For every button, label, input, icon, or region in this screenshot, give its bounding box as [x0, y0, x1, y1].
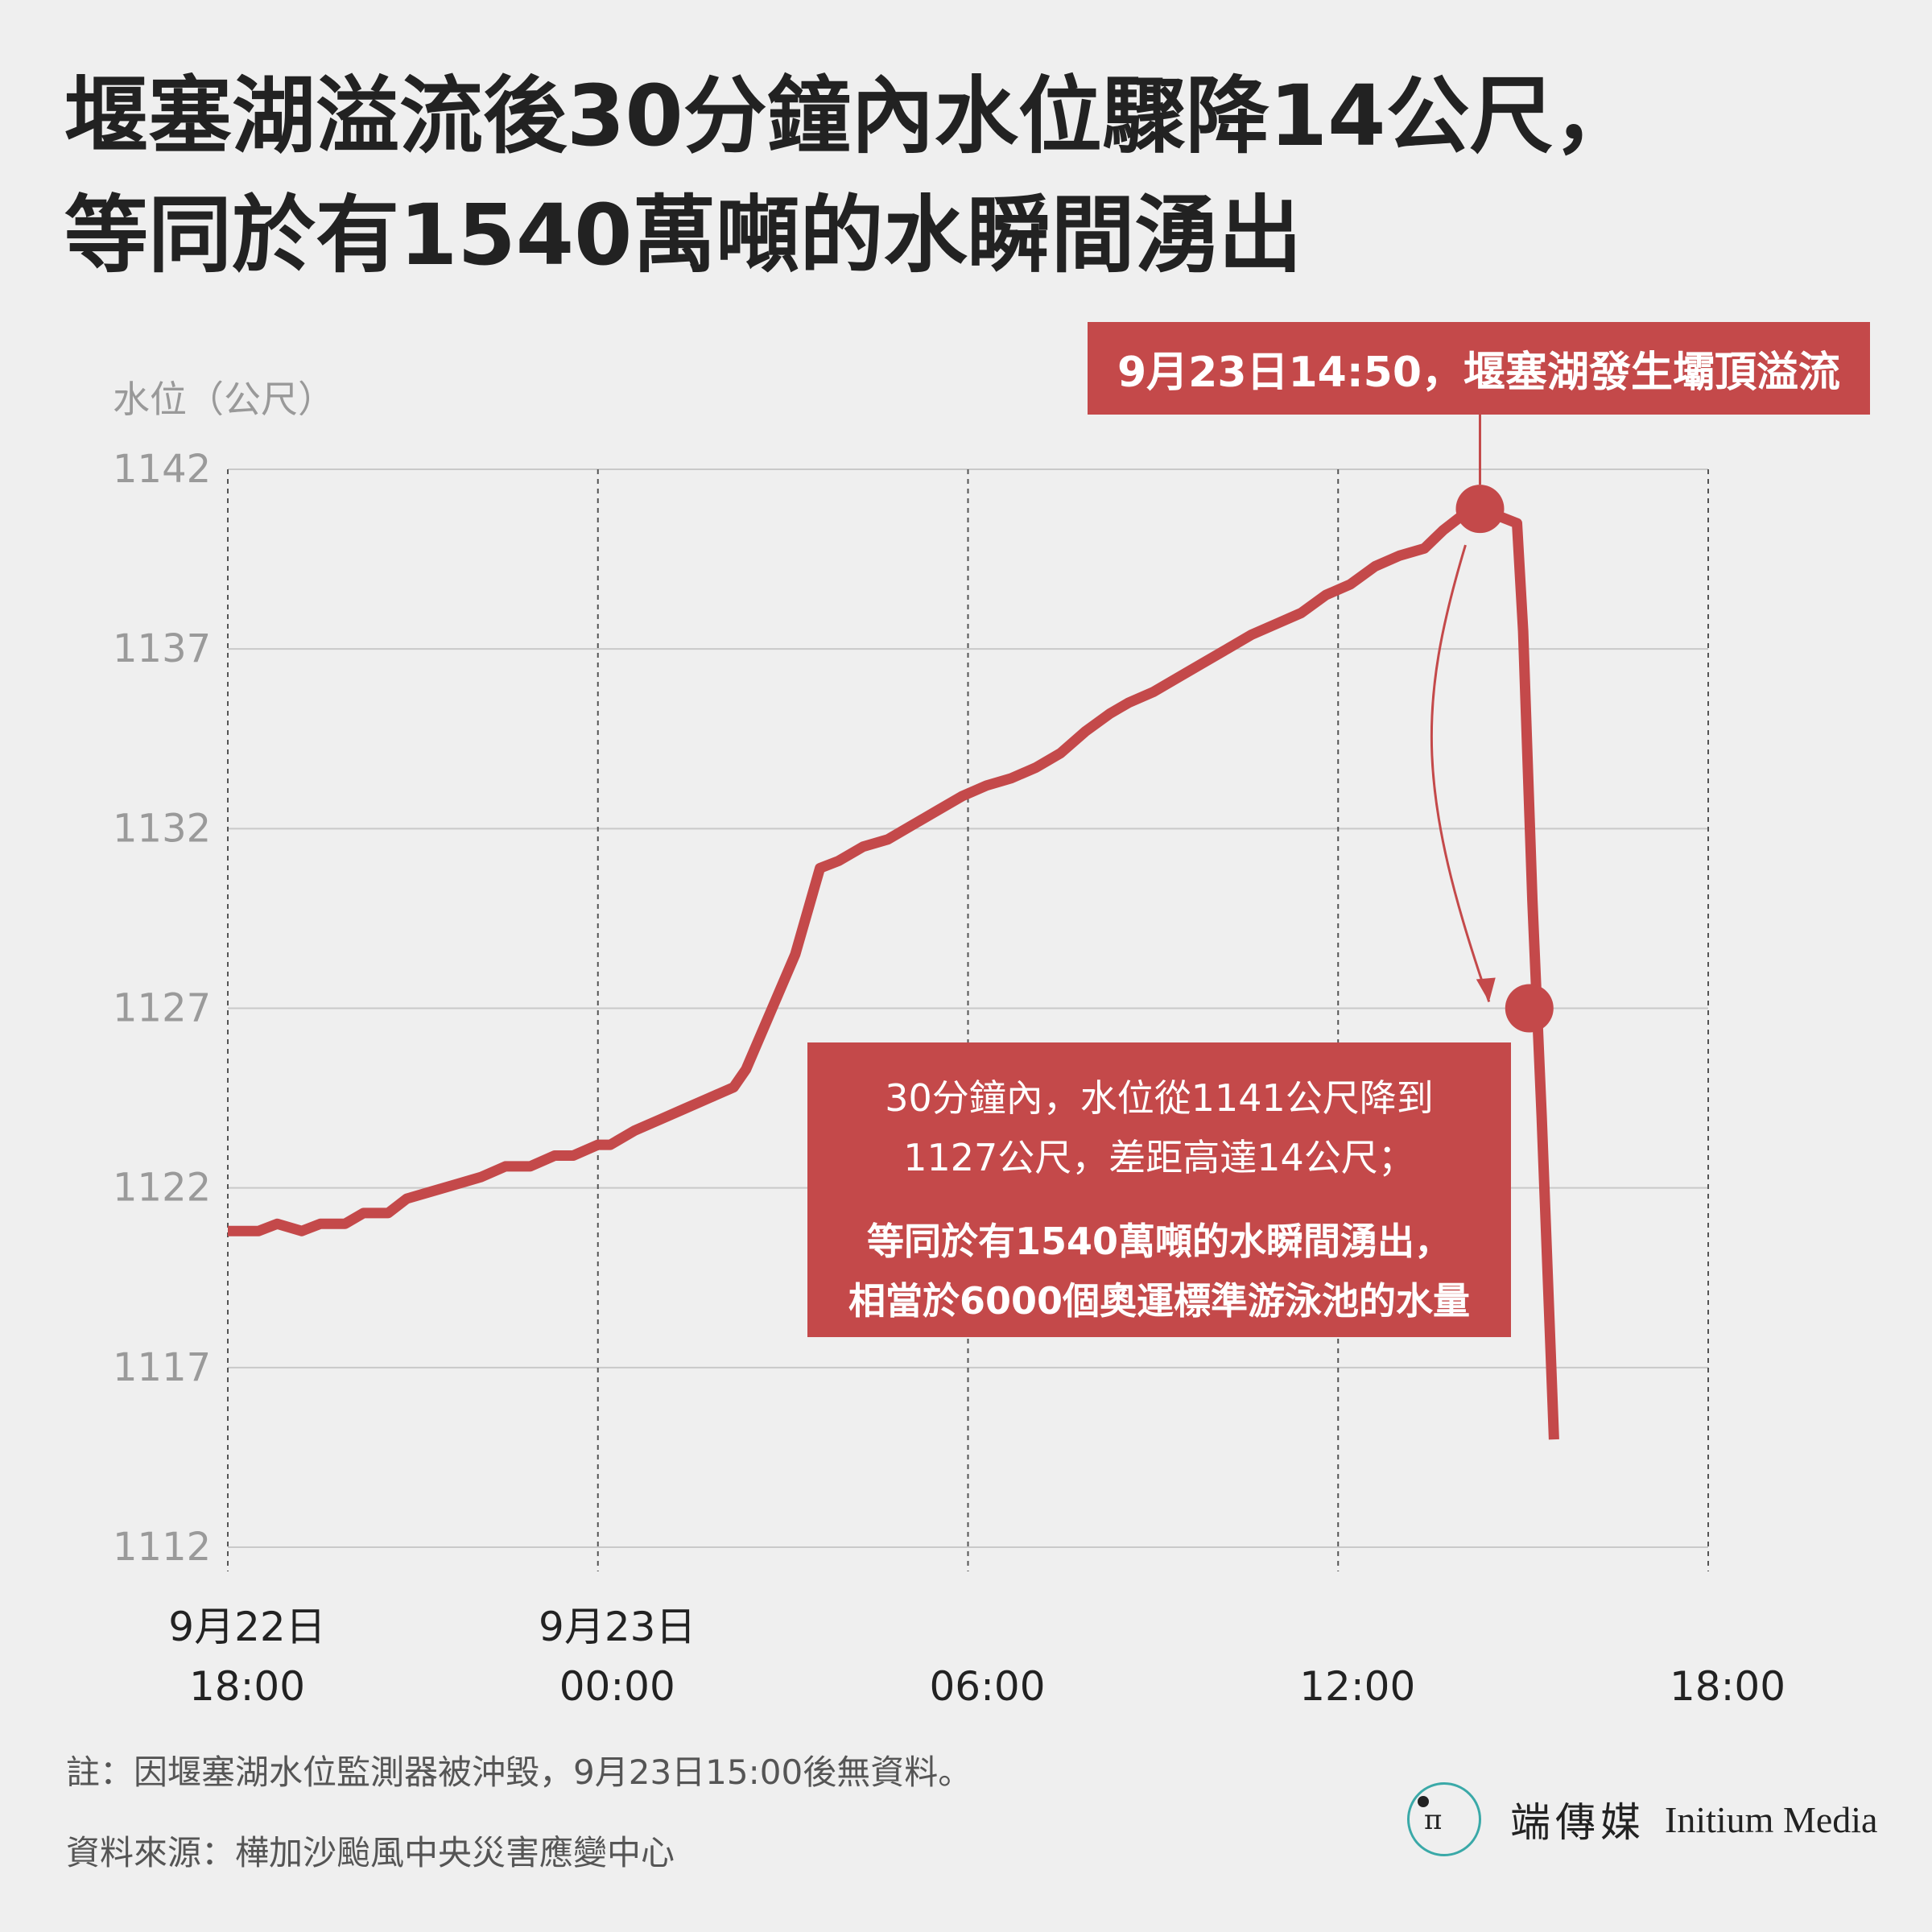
x-tick-date: 9月23日	[539, 1604, 696, 1650]
water-level-line	[228, 503, 1559, 1440]
peak-callout: 9月23日14:50，堰塞湖發生壩頂溢流	[1088, 322, 1870, 415]
x-tick-time: 06:00	[929, 1663, 1045, 1710]
x-tick-date: 9月22日	[168, 1604, 325, 1650]
peak-point-marker	[1455, 485, 1505, 534]
brand-name-english: Initium Media	[1665, 1798, 1878, 1840]
y-axis-label: 水位（公尺）	[113, 378, 335, 421]
x-tick-time: 12:00	[1299, 1663, 1415, 1710]
drop-callout: 30分鐘內，水位從1141公尺降到 1127公尺，差距高達14公尺； 等同於有1…	[807, 1042, 1511, 1337]
drop-arrowhead	[1476, 977, 1496, 1002]
x-tick-time: 18:00	[189, 1663, 305, 1710]
footnote: 註：因堰塞湖水位監測器被沖毀，9月23日15:00後無資料。	[66, 1752, 972, 1792]
y-tick-label: 1122	[113, 1166, 211, 1211]
y-tick-label: 1137	[113, 626, 211, 671]
brand-logo-group: π 端傳媒 Initium Media	[1407, 1775, 1877, 1864]
initium-logo-icon: π	[1407, 1782, 1481, 1856]
y-tick-label: 1142	[113, 447, 211, 492]
drop-callout-line-1: 30分鐘內，水位從1141公尺降到	[885, 1076, 1434, 1120]
brand-name-chinese: 端傳媒	[1510, 1799, 1645, 1846]
data-source: 資料來源：樺加沙颱風中央災害應變中心	[66, 1833, 675, 1872]
x-tick-time: 00:00	[559, 1663, 675, 1710]
drop-point-marker	[1505, 984, 1554, 1033]
title-line-1: 堰塞湖溢流後30分鐘內水位驟降14公尺，	[64, 67, 1637, 165]
drop-callout-line-4: 相當於6000個奧運標準游泳池的水量	[848, 1279, 1471, 1323]
drop-callout-line-2: 1127公尺，差距高達14公尺；	[903, 1136, 1415, 1179]
y-tick-label: 1127	[113, 986, 211, 1031]
title-line-2: 等同於有1540萬噸的水瞬間湧出	[64, 186, 1302, 284]
drop-arrow-path	[1430, 544, 1491, 1002]
y-tick-label: 1112	[113, 1525, 211, 1570]
y-tick-label: 1132	[113, 806, 211, 851]
chart-title: 堰塞湖溢流後30分鐘內水位驟降14公尺， 等同於有1540萬噸的水瞬間湧出	[64, 56, 1876, 295]
x-tick-time: 18:00	[1670, 1663, 1785, 1710]
logo-mark: π	[1424, 1804, 1443, 1836]
drop-callout-line-3: 等同於有1540萬噸的水瞬間湧出，	[866, 1220, 1452, 1263]
y-tick-label: 1117	[113, 1345, 211, 1390]
